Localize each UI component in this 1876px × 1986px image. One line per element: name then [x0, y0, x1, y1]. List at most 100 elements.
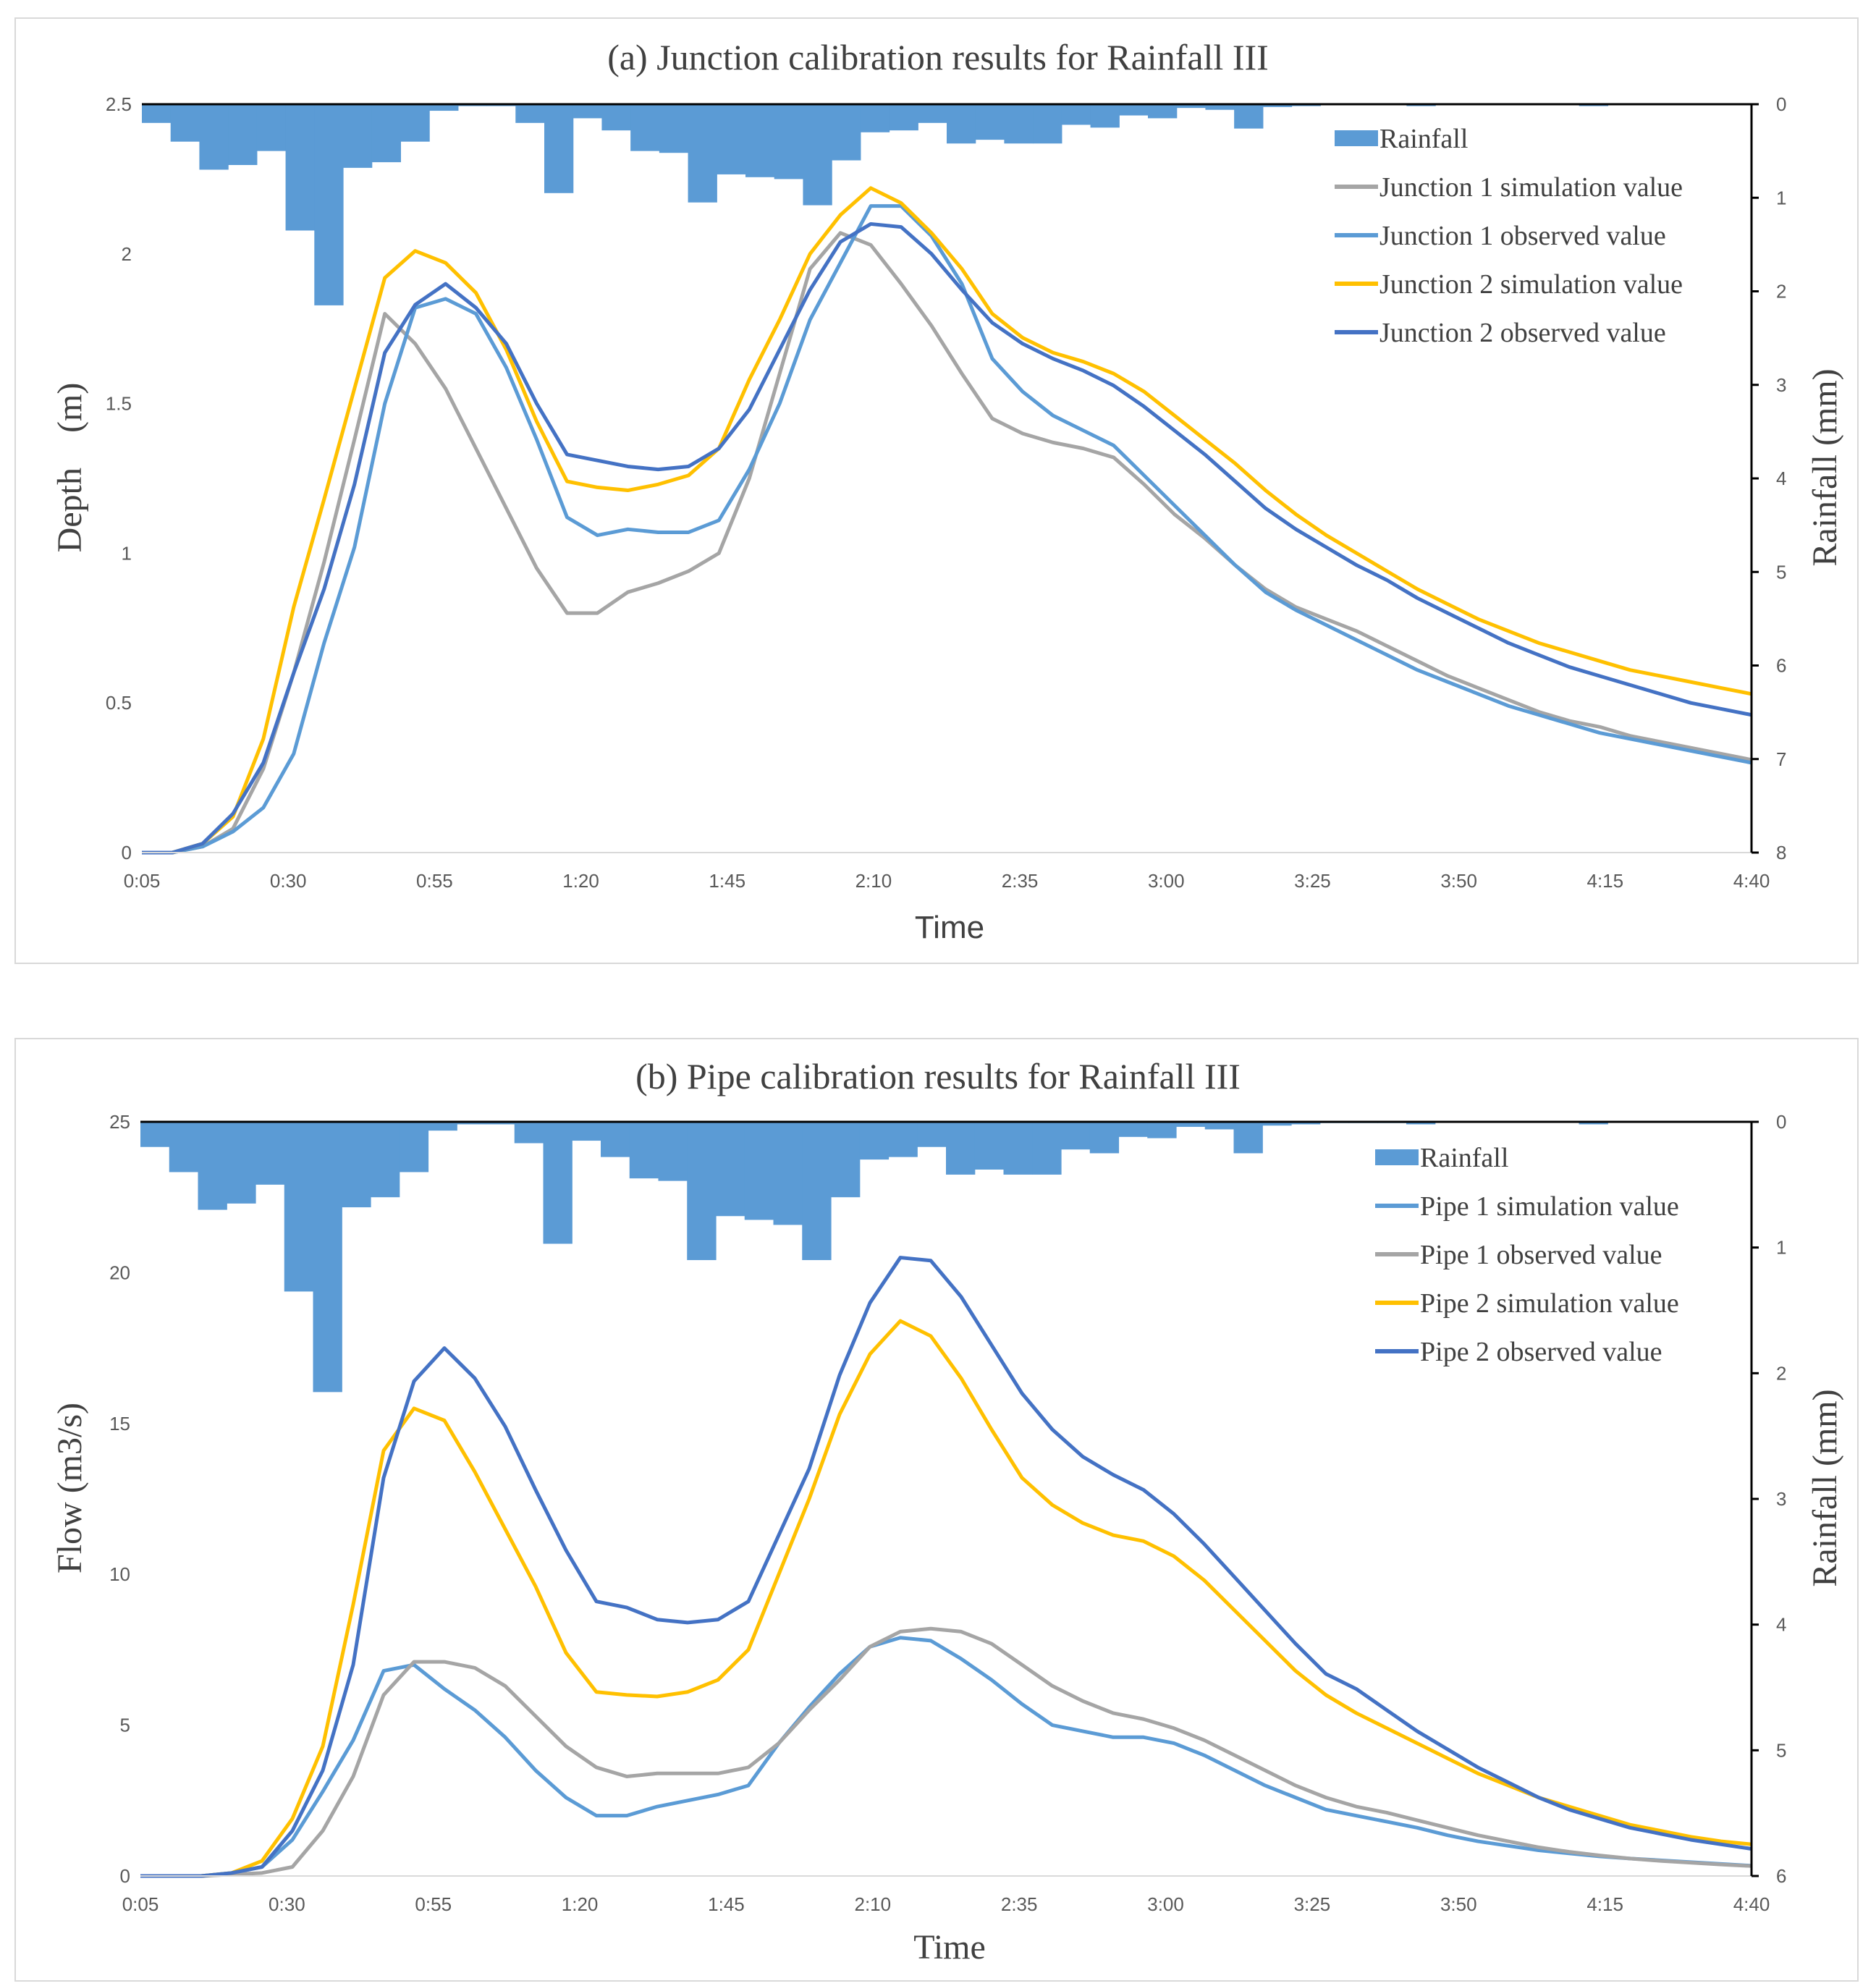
- rainfall-bar: [515, 104, 545, 123]
- series-line-3: [142, 186, 1752, 855]
- legend-label: Pipe 1 simulation value: [1420, 1191, 1679, 1222]
- rainfall-bar: [889, 104, 918, 131]
- x-tick-label: 0:05: [122, 1893, 159, 1915]
- series-lines: [142, 186, 1752, 855]
- rainfall-bar: [659, 104, 689, 153]
- rainfall-bar: [974, 1122, 1005, 1170]
- rainfall-bar: [572, 1122, 601, 1141]
- rainfall-bar: [1147, 1122, 1177, 1138]
- rainfall-bar: [658, 1122, 688, 1181]
- chart-title: (a) Junction calibration results for Rai…: [607, 37, 1269, 77]
- rainfall-bar: [400, 104, 430, 142]
- rainfall-bar: [1061, 104, 1091, 125]
- panel-pipe-calibration: (b) Pipe calibration results for Rainfal…: [14, 1038, 1859, 1982]
- rainfall-bar: [284, 1122, 314, 1292]
- rainfall-bar: [601, 1122, 630, 1157]
- x-tick-label: 3:00: [1148, 870, 1185, 892]
- rainfall-bar: [716, 1122, 745, 1217]
- y-tick-label: 1.5: [106, 393, 132, 415]
- x-tick-label: 1:20: [562, 870, 599, 892]
- series-line-4: [140, 1256, 1752, 1878]
- legend: Rainfall Junction 1 simulation value Junct…: [1335, 124, 1683, 348]
- y-tick-label: 0: [122, 842, 132, 863]
- legend-label: Rainfall: [1379, 124, 1468, 154]
- x-tick-label: 2:35: [1002, 870, 1039, 892]
- rainfall-bar: [860, 104, 890, 132]
- rainfall-bar: [831, 1122, 861, 1198]
- series-line-3: [140, 1319, 1752, 1878]
- x-tick-label: 3:50: [1440, 1893, 1477, 1915]
- rainfall-bar: [1033, 104, 1062, 144]
- y2-tick-label: 2: [1776, 1362, 1786, 1384]
- y2-tick-label: 6: [1776, 1865, 1786, 1887]
- x-axis-label: Time: [915, 910, 984, 945]
- y-tick-label: 0.5: [106, 692, 132, 714]
- chart-title: (b) Pipe calibration results for Rainfal…: [635, 1056, 1241, 1096]
- legend-label: Junction 1 observed value: [1379, 221, 1666, 251]
- y2-tick-label: 1: [1776, 187, 1786, 208]
- rainfall-bar: [142, 104, 172, 123]
- rainfall-bar: [1262, 1122, 1292, 1126]
- rainfall-bar: [687, 1122, 717, 1261]
- y2-tick-label: 3: [1776, 1488, 1786, 1510]
- x-tick-label: 3:25: [1294, 870, 1331, 892]
- rainfall-bar: [371, 1122, 400, 1198]
- x-tick-label: 2:35: [1001, 1893, 1038, 1915]
- x-tick-label: 4:15: [1587, 870, 1624, 892]
- y2-tick-label: 8: [1776, 842, 1786, 863]
- y2-tick-label: 5: [1776, 1739, 1786, 1761]
- legend-swatch-bar: [1375, 1149, 1419, 1165]
- rainfall-bar: [1004, 104, 1034, 144]
- rainfall-bar: [601, 104, 631, 131]
- panel-junction-calibration: (a) Junction calibration results for Rai…: [14, 17, 1859, 964]
- rainfall-bar: [1003, 1122, 1033, 1175]
- rainfall-bar: [745, 104, 775, 177]
- rainfall-bar: [1119, 104, 1149, 116]
- y-tick-label: 2.5: [106, 93, 132, 115]
- rainfall-bar: [1233, 1122, 1263, 1154]
- y2-tick-label: 0: [1776, 93, 1786, 115]
- y-tick-label: 25: [109, 1111, 130, 1133]
- rainfall-bar: [1262, 104, 1293, 107]
- rainfall-bar: [859, 1122, 890, 1160]
- rainfall-bar: [572, 104, 603, 119]
- rainfall-bar: [1234, 104, 1264, 129]
- y-tick-label: 20: [109, 1262, 130, 1283]
- legend-label: Pipe 1 observed value: [1420, 1240, 1662, 1270]
- rainfall-bar: [429, 104, 459, 111]
- rainfall-bar: [917, 1122, 947, 1147]
- x-tick-label: 4:15: [1586, 1893, 1623, 1915]
- legend-label: Pipe 2 observed value: [1420, 1337, 1662, 1367]
- x-tick-label: 2:10: [855, 1893, 892, 1915]
- y2-tick-label: 0: [1776, 1111, 1786, 1133]
- rainfall-bar: [199, 104, 229, 170]
- rainfall-bar: [629, 1122, 659, 1179]
- y2-tick-label: 5: [1776, 561, 1786, 583]
- rainfall-bar: [947, 104, 976, 144]
- rainfall-bar: [343, 104, 373, 168]
- x-tick-label: 4:40: [1733, 870, 1770, 892]
- y2-tick-label: 3: [1776, 374, 1786, 396]
- y2-tick-label: 4: [1776, 1614, 1786, 1636]
- legend-swatch-bar: [1335, 130, 1378, 146]
- x-tick-label: 0:05: [124, 870, 161, 892]
- rainfall-bar: [1148, 104, 1178, 119]
- legend: Rainfall Pipe 1 simulation value Pipe 1 ob…: [1375, 1143, 1679, 1367]
- rainfall-bar: [688, 104, 717, 203]
- y2-tick-label: 7: [1776, 748, 1786, 770]
- rainfall-bar: [1032, 1122, 1062, 1175]
- y-tick-label: 0: [120, 1865, 130, 1887]
- rainfall-bar: [342, 1122, 371, 1208]
- series-line-2: [140, 1626, 1752, 1878]
- rainfall-bar: [1204, 1122, 1235, 1130]
- rainfall-bar: [1291, 1122, 1321, 1125]
- rainfall-bars: [140, 1122, 1608, 1393]
- rainfall-bar: [371, 104, 402, 163]
- y2-tick-label: 6: [1776, 655, 1786, 677]
- x-tick-label: 3:25: [1294, 1893, 1331, 1915]
- y-tick-label: 5: [120, 1715, 130, 1736]
- rainfall-bar: [544, 104, 574, 193]
- rainfall-bar: [1089, 1122, 1120, 1154]
- rainfall-bar: [803, 104, 832, 206]
- rainfall-bar: [1205, 104, 1235, 110]
